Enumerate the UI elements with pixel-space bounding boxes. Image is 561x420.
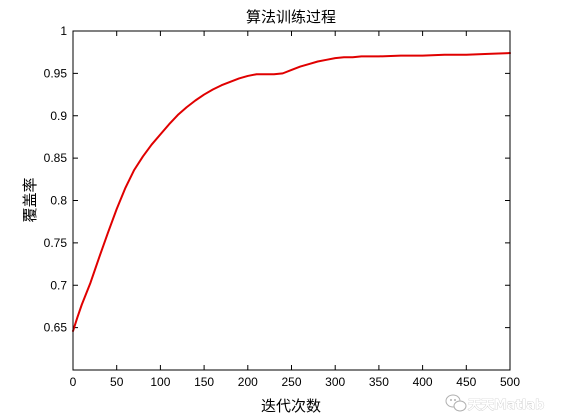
tick-labels: 0 50 100 150 200 250 300 350 400 450 500 0.65 0.7 0.7… <box>44 24 521 389</box>
y-tick-label-2: 0.75 <box>44 236 68 250</box>
x-tick-label-10: 500 <box>500 375 520 389</box>
x-tick-label-5: 250 <box>281 375 301 389</box>
y-tick-label-1: 0.7 <box>50 278 67 292</box>
y-tick-label-0: 0.65 <box>44 321 68 335</box>
y-tick-label-3: 0.8 <box>50 194 67 208</box>
x-tick-label-4: 200 <box>238 375 258 389</box>
x-tick-label-2: 100 <box>150 375 170 389</box>
x-tick-label-1: 50 <box>110 375 124 389</box>
watermark: 天天Matlab <box>445 394 545 413</box>
x-tick-label-3: 150 <box>194 375 214 389</box>
y-tick-label-7: 1 <box>60 24 67 38</box>
series-layer <box>72 52 511 333</box>
x-tick-label-7: 350 <box>369 375 389 389</box>
y-tick-label-5: 0.9 <box>50 109 67 123</box>
x-axis-label: 迭代次数 <box>261 397 321 415</box>
y-axis-label: 覆盖率 <box>21 177 39 222</box>
y-tick-label-4: 0.85 <box>44 151 68 165</box>
plot-frame <box>72 30 511 371</box>
watermark-text: 天天Matlab <box>468 398 544 413</box>
x-tick-label-6: 300 <box>325 375 345 389</box>
y-tick-label-6: 0.95 <box>44 66 68 80</box>
plot-area <box>73 31 510 370</box>
chart-title: 算法训练过程 <box>246 8 336 26</box>
x-tick-label-9: 450 <box>456 375 476 389</box>
series-line-0 <box>72 52 511 333</box>
x-tick-label-0: 0 <box>70 375 77 389</box>
x-tick-label-8: 400 <box>413 375 433 389</box>
wechat-icon <box>445 394 467 412</box>
